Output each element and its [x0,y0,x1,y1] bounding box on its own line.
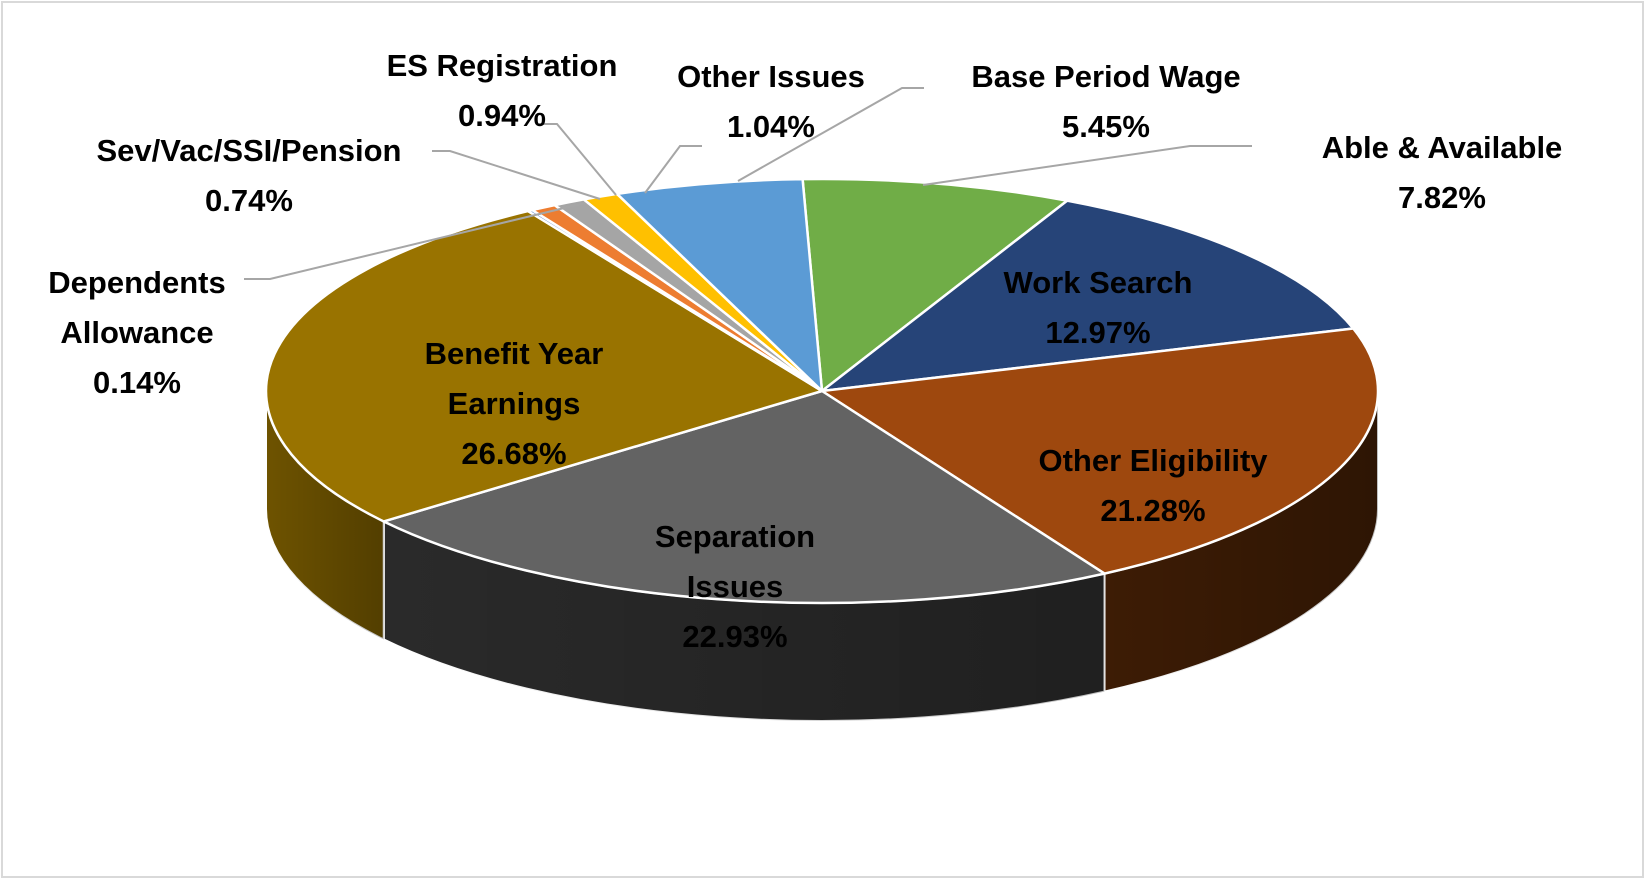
leader-lines [244,87,1252,280]
label-value-separation-issues: 22.93% [682,619,787,654]
pie-side-shade-separation-issues [383,521,1105,722]
data-label-es-registration: ES Registration 0.94% [387,48,618,133]
pie-slice-other-eligibility[interactable] [820,327,1380,575]
data-label-separation-issues: Separation Issues 22.93% [655,519,815,654]
label-value-other-issues: 1.04% [727,109,815,144]
data-label-sev-vac-ssi-pension: Sev/Vac/SSI/Pension 0.74% [97,133,402,218]
pie-tops [264,177,1380,605]
pie-slice-base-period-wage[interactable] [615,177,824,393]
pie-side-shade-other-eligibility [1104,391,1378,692]
label-category-sev-vac-ssi-pension: Sev/Vac/SSI/Pension [97,133,402,168]
data-label-dependents-allowance: Dependents Allowance 0.14% [48,265,225,400]
pie-slice-separation-issues[interactable] [382,389,1106,605]
label-value-es-registration: 0.94% [458,98,546,133]
label-category-es-registration: ES Registration [387,48,618,83]
label-category-work-search: Work Search [1004,265,1193,300]
leader-line-able-available [922,145,1252,186]
leader-line-dependents-allowance [244,202,586,280]
label-value-work-search: 12.97% [1045,315,1150,350]
data-label-other-issues: Other Issues 1.04% [677,59,865,144]
label-category-benefit-year-earnings-line: Earnings [448,386,581,421]
leader-line-base-period-wage [737,87,924,182]
label-category-other-eligibility: Other Eligibility [1038,443,1268,478]
label-category-benefit-year-earnings: Benefit Year [425,336,604,371]
data-label-base-period-wage: Base Period Wage 5.45% [971,59,1240,144]
label-value-other-eligibility: 21.28% [1100,493,1205,528]
data-labels: Able & Available 7.82% Work Search 12.97% Ot… [48,48,1562,654]
data-label-able-available: Able & Available 7.82% [1322,130,1563,215]
data-label-benefit-year-earnings: Benefit Year Earnings 26.68% [425,336,604,471]
leader-line-es-registration [539,123,617,196]
label-category-separation-issues: Separation [655,519,815,554]
label-value-benefit-year-earnings: 26.68% [461,436,566,471]
label-category-able-available: Able & Available [1322,130,1563,165]
label-category-separation-issues-line: Issues [687,569,784,604]
label-value-able-available: 7.82% [1398,180,1486,215]
label-category-base-period-wage: Base Period Wage [971,59,1240,94]
leader-line-sev-vac-ssi-pension [432,150,601,200]
data-label-work-search: Work Search 12.97% [1004,265,1193,350]
label-value-dependents-allowance: 0.14% [93,365,181,400]
data-label-other-eligibility: Other Eligibility 21.28% [1038,443,1268,528]
label-value-sev-vac-ssi-pension: 0.74% [205,183,293,218]
label-category-dependents-allowance-line: Allowance [60,315,213,350]
label-value-base-period-wage: 5.45% [1062,109,1150,144]
leader-line-other-issues [644,145,702,194]
pie-side-shade-benefit-year-earnings [266,391,384,640]
label-category-other-issues: Other Issues [677,59,865,94]
label-category-dependents-allowance: Dependents [48,265,225,300]
